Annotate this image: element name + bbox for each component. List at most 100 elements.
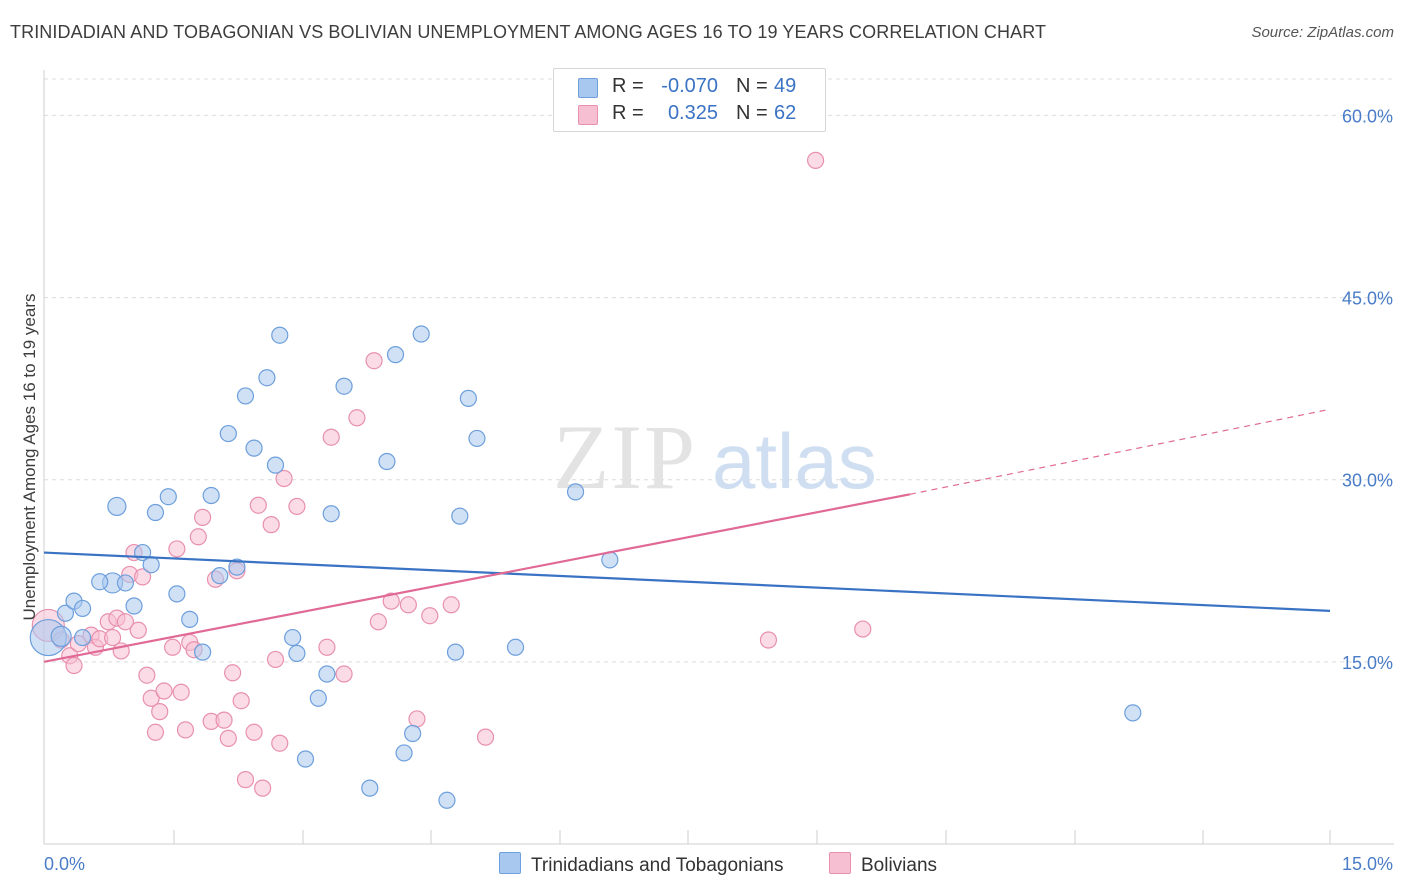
gridlines	[44, 78, 1394, 663]
trinidadian-point	[288, 644, 306, 662]
legend-label-bolivians: Bolivians	[861, 855, 938, 876]
trinidadian-point	[50, 625, 72, 647]
trinidadian-point	[1124, 704, 1142, 722]
bolivian-point	[129, 621, 147, 639]
bolivian-point	[155, 682, 173, 700]
bolivian-point	[116, 613, 135, 631]
legend-r-label: R =	[612, 75, 644, 97]
bolivians-trendline	[43, 493, 911, 663]
bolivian-point	[318, 638, 336, 656]
bolivian-point	[288, 497, 306, 516]
bolivian-point	[262, 516, 280, 534]
trinidadian-point	[412, 325, 430, 343]
bolivian-point	[271, 734, 289, 752]
trinidadians-trendline	[43, 551, 1331, 612]
bolivian-point	[806, 151, 825, 169]
trinidadian-point	[142, 556, 160, 574]
bolivian-point	[476, 728, 495, 746]
trinidadian-point	[181, 610, 199, 628]
trinidadian-point	[266, 456, 285, 474]
bolivian-point	[245, 723, 263, 741]
x-tick-marks	[43, 830, 1331, 844]
bolivian-point	[138, 666, 156, 684]
legend-label-trinidadians: Trinidadians and Tobagonians	[531, 855, 784, 876]
trinidadian-point	[404, 724, 422, 743]
trinidadian-point	[245, 439, 263, 457]
bolivian-point	[249, 496, 267, 514]
trinidadian-point	[296, 750, 315, 768]
bottom-legend-trinidadians: Trinidadians and Tobagonians	[499, 852, 783, 877]
bolivian-point	[408, 710, 426, 728]
bolivian-point	[365, 352, 383, 370]
bolivian-point	[65, 656, 83, 675]
bolivian-point	[348, 409, 366, 427]
trendlines	[43, 408, 1331, 663]
legend-swatch-pink	[829, 852, 851, 874]
trinidadian-point	[506, 638, 525, 656]
bolivian-point	[382, 592, 400, 610]
bolivian-point	[172, 683, 190, 701]
trinidadian-point	[211, 567, 229, 585]
bolivian-point	[189, 528, 207, 546]
bolivian-point	[151, 703, 169, 721]
bolivian-point	[759, 631, 778, 649]
legend-row-trinidadians: R = -0.070 N = 49	[554, 75, 825, 101]
chart-title: TRINIDADIAN AND TOBAGONIAN VS BOLIVIAN U…	[10, 22, 1047, 42]
trinidadian-point	[73, 628, 92, 647]
y-tick-label: 15.0%	[1342, 653, 1393, 673]
x-tick-label-max: 15.0%	[1342, 854, 1393, 874]
legend-row-bolivians: R = 0.325 N = 62	[554, 102, 825, 128]
trinidadian-point	[125, 597, 143, 615]
trinidadian-point	[236, 387, 255, 405]
trinidadian-point	[194, 643, 212, 661]
trinidadian-point	[318, 665, 336, 683]
bolivian-point	[133, 568, 152, 586]
bolivian-point	[176, 721, 195, 739]
trinidadian-point	[309, 689, 327, 707]
legend-r-label: R =	[612, 102, 644, 124]
correlation-legend: R = -0.070 N = 49 R = 0.325 N = 62	[553, 68, 826, 132]
trinidadian-point	[159, 488, 177, 506]
legend-n-value: 62	[774, 102, 797, 124]
trinidadian-point	[378, 452, 396, 471]
bolivian-point	[254, 779, 272, 797]
trinidadian-point	[56, 604, 75, 622]
bolivian-point	[266, 650, 285, 669]
legend-r-value: 0.325	[667, 102, 718, 124]
y-tick-label: 30.0%	[1342, 471, 1393, 491]
legend-n-label: N =	[736, 102, 768, 124]
bolivian-point	[219, 729, 237, 747]
trinidadian-point	[168, 585, 186, 603]
trinidadian-point	[219, 424, 237, 443]
y-tick-label: 60.0%	[1342, 106, 1393, 126]
bolivian-point	[146, 723, 165, 741]
y-axis-label: Unemployment Among Ages 16 to 19 years	[20, 294, 39, 621]
trinidadian-point	[566, 483, 585, 501]
x-tick-labels: 0.0% 15.0%	[44, 854, 1393, 874]
bolivian-point	[442, 596, 460, 614]
trinidadian-point	[322, 505, 340, 523]
trinidadians-points	[29, 325, 1142, 809]
trinidadian-point	[468, 429, 486, 448]
bottom-legend-bolivians: Bolivians	[829, 852, 937, 877]
trinidadian-point	[202, 486, 220, 505]
trinidadian-point	[335, 377, 353, 395]
x-tick-label-min: 0.0%	[44, 854, 85, 874]
bolivian-point	[421, 607, 439, 625]
legend-n-label: N =	[736, 75, 768, 97]
bolivian-point	[399, 596, 417, 614]
trinidadian-point	[451, 507, 469, 525]
y-tick-labels: 15.0% 30.0% 45.0% 60.0%	[1342, 106, 1393, 672]
trinidadian-point	[228, 558, 246, 576]
trinidadian-point	[73, 599, 92, 618]
bolivian-point	[335, 665, 353, 683]
watermark: ZIP atlas	[553, 406, 877, 508]
bolivian-point	[103, 628, 122, 647]
trinidadian-point	[284, 628, 302, 647]
trinidadian-point	[146, 503, 165, 522]
bolivian-point	[854, 620, 872, 638]
bolivian-point	[164, 638, 182, 656]
bolivian-point	[322, 428, 340, 446]
bolivian-point	[236, 771, 255, 789]
